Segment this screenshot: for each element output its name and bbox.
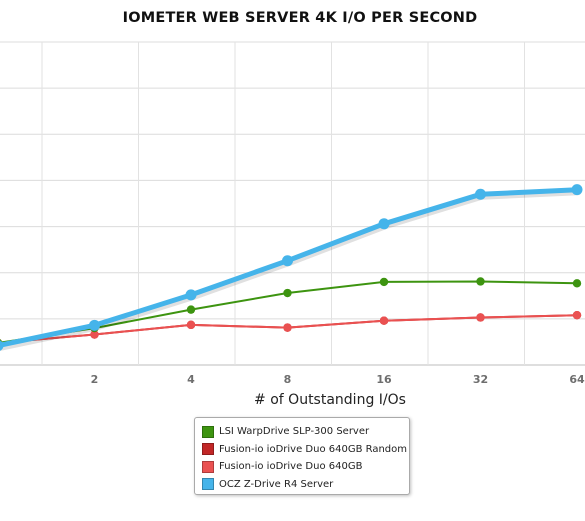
x-tick-label: 16 bbox=[376, 373, 392, 386]
data-point bbox=[185, 289, 197, 301]
data-point bbox=[186, 305, 196, 314]
legend-label: LSI WarpDrive SLP-300 Server bbox=[219, 426, 370, 438]
legend-item: Fusion-io ioDrive Duo 640GB bbox=[202, 458, 409, 476]
data-point bbox=[378, 218, 390, 230]
data-point bbox=[572, 310, 582, 320]
data-point bbox=[476, 313, 485, 322]
x-tick-label: 8 bbox=[284, 373, 292, 386]
x-tick-label: 2 bbox=[91, 373, 99, 386]
legend-swatch bbox=[202, 443, 214, 456]
legend-label: OCZ Z-Drive R4 Server bbox=[219, 478, 334, 490]
data-point bbox=[379, 277, 389, 287]
legend-swatch bbox=[202, 460, 214, 473]
series-layer bbox=[0, 184, 583, 351]
x-tick-label: 32 bbox=[473, 373, 488, 386]
x-axis-ticks: 2 4 8 16 32 64 bbox=[91, 373, 585, 386]
data-point bbox=[475, 188, 486, 200]
data-point bbox=[90, 330, 99, 339]
legend: LSI WarpDrive SLP-300 Server Fusion-io io… bbox=[194, 417, 410, 495]
data-point bbox=[0, 340, 4, 351]
legend-swatch bbox=[202, 478, 214, 491]
series-4 bbox=[0, 184, 583, 351]
x-tick-label: 64 bbox=[569, 373, 585, 386]
legend-item: Fusion-io ioDrive Duo 640GB Random bbox=[202, 441, 409, 459]
x-tick-label: 4 bbox=[187, 373, 195, 386]
data-point bbox=[476, 277, 485, 286]
x-axis-title: # of Outstanding I/Os bbox=[254, 392, 406, 408]
legend-item: OCZ Z-Drive R4 Server bbox=[202, 476, 409, 494]
data-point bbox=[379, 316, 389, 325]
series-1 bbox=[0, 277, 582, 347]
series-line bbox=[0, 187, 580, 348]
grid bbox=[0, 41, 585, 366]
data-point bbox=[282, 255, 293, 267]
legend-label: Fusion-io ioDrive Duo 640GB Random bbox=[219, 443, 408, 455]
data-point bbox=[572, 279, 582, 288]
data-point bbox=[283, 323, 292, 332]
data-point bbox=[186, 320, 196, 330]
legend-label: Fusion-io ioDrive Duo 640GB bbox=[219, 461, 363, 473]
data-point bbox=[283, 288, 292, 298]
legend-item: LSI WarpDrive SLP-300 Server bbox=[202, 423, 409, 441]
legend-swatch bbox=[202, 425, 214, 438]
data-point bbox=[571, 184, 583, 196]
chart-title: IOMETER WEB SERVER 4K I/O PER SECOND bbox=[122, 10, 478, 26]
data-point bbox=[89, 319, 100, 331]
